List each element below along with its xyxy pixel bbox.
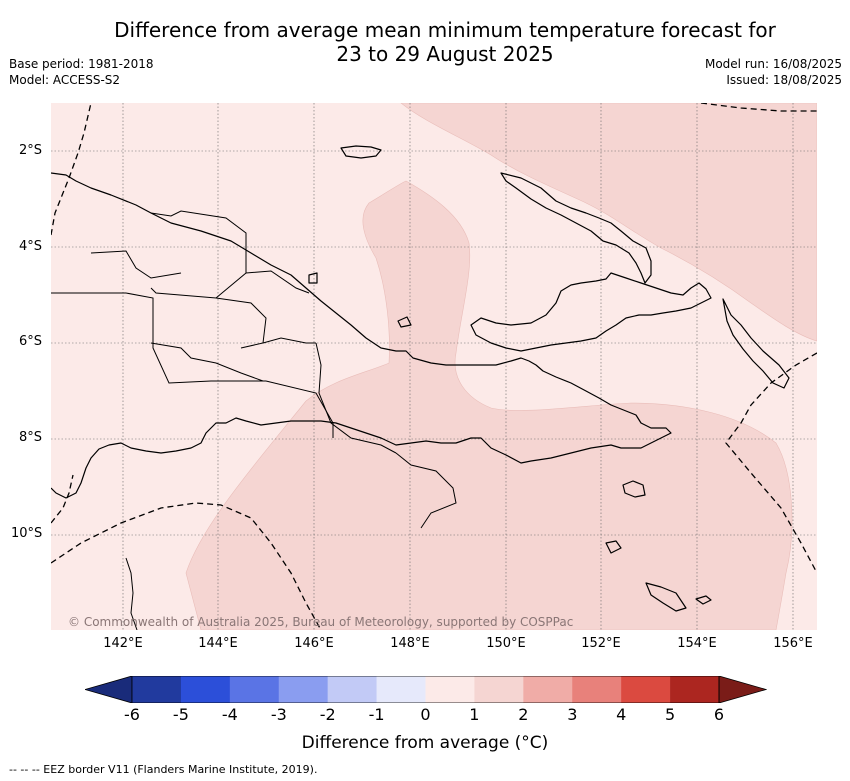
colorbar-tick-label: 3	[567, 705, 578, 724]
province-borders	[51, 210, 457, 529]
colorbar-cells	[132, 676, 720, 703]
bougainville-coastline	[722, 298, 790, 389]
new-britain-coastline	[470, 272, 712, 352]
colorbar-tick-label: -3	[270, 705, 287, 724]
rossel-island	[695, 595, 712, 605]
lon-label-150e: 150°E	[486, 636, 526, 651]
colorbar-cell	[425, 676, 475, 703]
colorbar-cell	[621, 676, 671, 703]
border-western-province	[51, 292, 266, 384]
colorbar-cell	[132, 676, 182, 703]
eez-southeast	[725, 352, 817, 574]
sudest-island	[645, 582, 687, 612]
karkar-island	[308, 272, 318, 284]
border-oro	[395, 452, 457, 529]
lon-label-154e: 154°E	[677, 636, 717, 651]
meta-right: Model run: 16/08/2025 Issued: 18/08/2025	[705, 56, 842, 88]
coastlines	[51, 145, 790, 612]
lon-label-146e: 146°E	[294, 636, 334, 651]
colorbar-high-extend	[718, 676, 767, 703]
colorbar-outline	[131, 676, 720, 703]
colorbar-tick-label: 2	[518, 705, 529, 724]
model-run: Model run: 16/08/2025	[704, 57, 842, 71]
lon-label-156e: 156°E	[773, 636, 813, 651]
border-morobe	[315, 342, 397, 454]
eez-north	[700, 103, 817, 112]
colorbar-cell	[278, 676, 328, 703]
colorbar-tick-label: 5	[665, 705, 676, 724]
fergusson-island	[605, 540, 622, 554]
colorbar-tick-label: -5	[172, 705, 189, 724]
colorbar-tick-label: 0	[420, 705, 431, 724]
colorbar-cell	[229, 676, 280, 703]
chart-title: Difference from average mean minimum tem…	[60, 18, 830, 66]
colorbar-label: Difference from average (°C)	[301, 733, 549, 753]
colorbar-tick-label: -6	[124, 705, 140, 724]
colorbar-tick-label: -2	[319, 705, 336, 724]
colorbar-cell	[376, 676, 426, 703]
umboi-island	[397, 316, 412, 328]
border-sandaun	[150, 210, 247, 299]
issued-date: Issued: 18/08/2025	[726, 73, 842, 87]
new-guinea-coastline	[51, 172, 672, 499]
eez-west	[51, 474, 74, 524]
lat-label-6s: 6°S	[19, 334, 43, 349]
colorbar-cell	[670, 676, 720, 703]
lon-label-152e: 152°E	[581, 636, 621, 651]
border-madang	[245, 270, 310, 294]
border-hela	[90, 250, 182, 279]
title-line-1: Difference from average mean minimum tem…	[114, 18, 776, 42]
forecast-map	[51, 103, 817, 630]
manus-coastline	[340, 145, 382, 159]
meta-left: Base period: 1981-2018 Model: ACCESS-S2	[9, 56, 154, 88]
graticule	[51, 103, 817, 630]
lat-label-8s: 8°S	[19, 430, 43, 445]
colorbar-tick-label: 4	[616, 705, 627, 724]
goodenough-island	[622, 480, 646, 498]
border-highlands	[150, 342, 264, 382]
colorbar-cell	[180, 676, 231, 703]
new-ireland-coastline	[500, 172, 652, 284]
lon-label-148e: 148°E	[390, 636, 430, 651]
border-eastern-highlands	[262, 337, 316, 344]
lat-label-2s: 2°S	[19, 143, 43, 158]
model-name: Model: ACCESS-S2	[9, 73, 121, 87]
lat-label-4s: 4°S	[19, 239, 43, 254]
eez-legend-footer: -- -- -- EEZ border V11 (Flanders Marine…	[9, 763, 318, 776]
australia-cape-york	[125, 557, 138, 630]
lon-label-142e: 142°E	[103, 636, 143, 651]
cape-york-coast	[125, 557, 138, 630]
eez-borders	[51, 103, 817, 630]
eez-northwest	[51, 103, 92, 236]
title-line-2: 23 to 29 August 2025	[336, 42, 554, 66]
colorbar-cell	[523, 676, 573, 703]
colorbar-tick-label: 1	[469, 705, 480, 724]
colorbar-tick-label: -4	[221, 705, 238, 724]
colorbar-cell	[327, 676, 377, 703]
eez-southwest	[51, 502, 322, 630]
anomaly-one-to-two-fill-south	[185, 180, 793, 630]
colorbar-cell	[474, 676, 524, 703]
base-period: Base period: 1981-2018	[9, 57, 154, 71]
lon-label-144e: 144°E	[198, 636, 238, 651]
colorbar-tick-label: -1	[368, 705, 385, 724]
border-southern-highlands	[215, 297, 267, 349]
colorbar-tick-label: 6	[713, 705, 725, 724]
colorbar-low-extend	[85, 676, 133, 703]
copyright-notice: © Commonwealth of Australia 2025, Bureau…	[68, 615, 574, 629]
lat-label-10s: 10°S	[11, 526, 43, 541]
colorbar-cell	[572, 676, 622, 703]
anomaly-one-to-two-fill-northeast	[400, 103, 817, 342]
colorbar	[85, 676, 767, 703]
